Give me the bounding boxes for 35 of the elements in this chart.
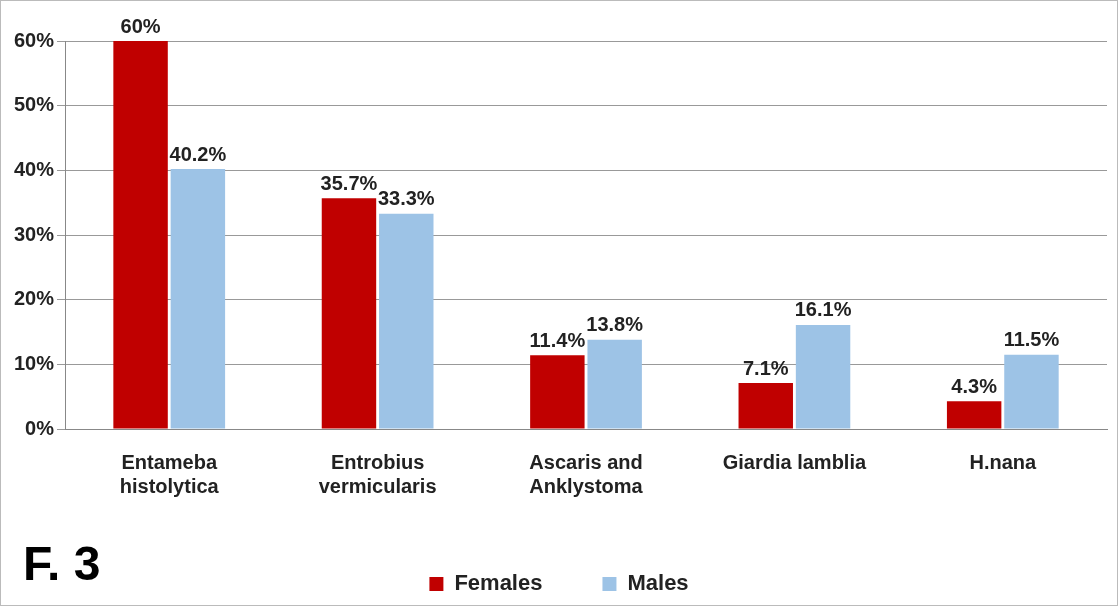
y-tick-label: 30%	[14, 222, 55, 245]
data-label: 60%	[120, 14, 161, 37]
y-tick-label: 40%	[14, 157, 55, 180]
legend-label: Females	[454, 570, 543, 596]
data-label: 13.8%	[586, 313, 644, 336]
text: F. 3	[23, 536, 101, 591]
bar	[738, 383, 793, 429]
bar	[379, 213, 434, 429]
bar	[321, 198, 377, 429]
bar	[587, 339, 642, 429]
legend-label: Males	[627, 570, 689, 596]
bar	[530, 355, 585, 429]
data-label: 16.1%	[794, 298, 852, 321]
x-tick-label: Giardia lamblia	[722, 450, 867, 473]
y-tick-label: 60%	[14, 28, 55, 51]
y-tick-label: 0%	[25, 416, 55, 439]
bar	[170, 169, 226, 429]
x-tick-label: Entrobius vermicularis	[318, 450, 437, 497]
data-label: 33.3%	[377, 187, 435, 210]
bar	[946, 401, 1002, 429]
bar	[795, 324, 851, 429]
bar	[113, 41, 168, 429]
x-tick-label: Entameba histolytica	[119, 450, 220, 497]
x-tick-label: H.nana	[969, 450, 1038, 473]
data-label: 4.3%	[951, 374, 998, 397]
data-label: 11.5%	[1003, 328, 1060, 351]
x-tick-label: Ascaris and Anklystoma	[529, 450, 644, 497]
y-tick-label: 20%	[14, 287, 55, 310]
y-tick-label: 10%	[14, 351, 55, 374]
data-label: 11.4%	[529, 328, 586, 351]
bar	[1004, 354, 1059, 429]
data-label: 40.2%	[169, 142, 227, 165]
data-label: 35.7%	[320, 171, 378, 194]
data-label: 7.1%	[742, 356, 789, 379]
y-tick-label: 50%	[14, 93, 55, 116]
